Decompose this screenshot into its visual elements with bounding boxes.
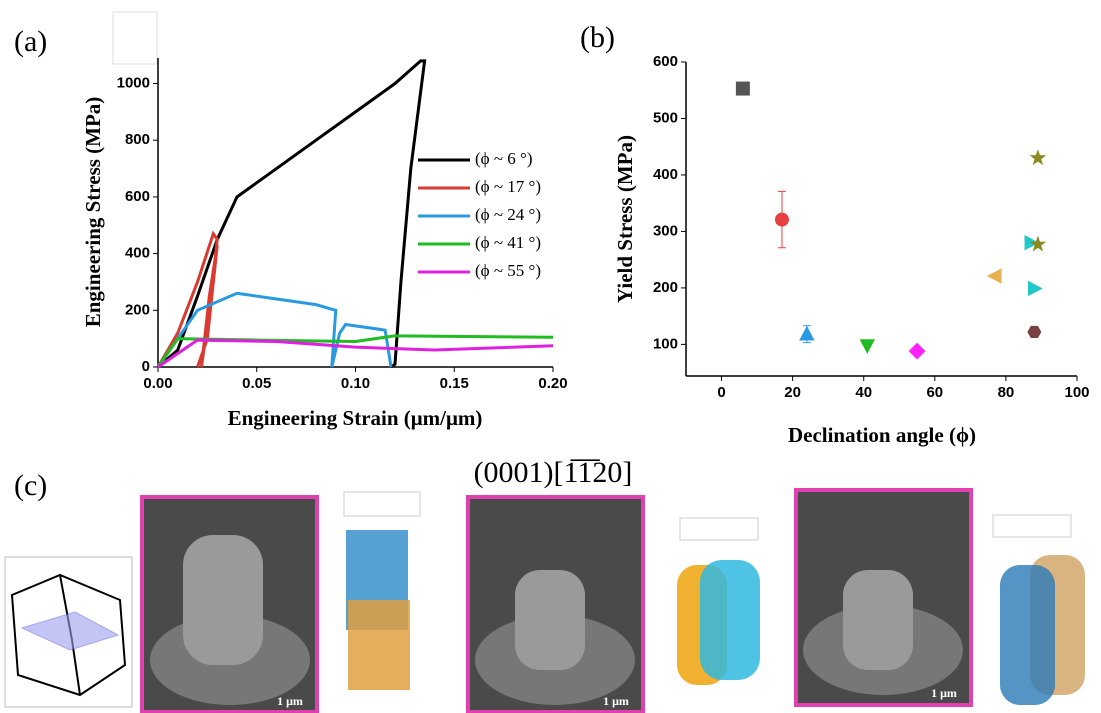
cylinder-model (677, 518, 760, 685)
y-tick-label: 500 (653, 109, 678, 126)
scale-bar-label: 1 μm (277, 694, 303, 708)
y-tick-label: 0 (142, 358, 150, 375)
data-point (1027, 326, 1041, 338)
x-tick-label: 0.10 (341, 375, 370, 392)
y-tick-label: 600 (653, 53, 678, 70)
panel-label: (c) (14, 469, 47, 502)
data-point (860, 339, 875, 354)
y-tick-label: 100 (653, 335, 678, 352)
cylinder-model (993, 515, 1085, 705)
x-tick-label: 0 (717, 384, 725, 401)
data-point (1028, 281, 1043, 296)
data-point (775, 213, 789, 227)
y-tick-label: 400 (653, 166, 678, 183)
x-tick-label: 100 (1064, 384, 1089, 401)
data-point (1030, 149, 1047, 165)
y-tick-label: 200 (653, 279, 678, 296)
sem-image (468, 497, 643, 712)
panel-label: (b) (580, 21, 615, 54)
y-tick-label: 200 (125, 301, 150, 318)
y-tick-label: 800 (125, 131, 150, 148)
x-tick-label: 0.00 (143, 375, 172, 392)
x-tick-label: 0.05 (242, 375, 271, 392)
x-tick-label: 40 (855, 384, 872, 401)
legend-label: (ϕ ~ 55 °) (475, 261, 541, 280)
x-axis-label: Declination angle (ϕ) (788, 423, 976, 447)
y-axis-label: Yield Stress (MPa) (613, 135, 637, 303)
x-tick-label: 0.15 (440, 375, 469, 392)
x-tick-label: 20 (784, 384, 801, 401)
data-point (987, 268, 1002, 283)
legend-label: (ϕ ~ 24 °) (475, 205, 541, 224)
x-axis-label: Engineering Strain (μm/μm) (228, 406, 483, 430)
legend-label: (ϕ ~ 41 °) (475, 233, 541, 252)
data-point (736, 82, 750, 96)
cylinder-model (344, 492, 420, 690)
orientation-label: (0001)[1̅1̅20] (474, 456, 633, 489)
y-tick-label: 600 (125, 188, 150, 205)
x-tick-label: 0.20 (538, 375, 567, 392)
x-tick-label: 60 (926, 384, 943, 401)
y-tick-label: 300 (653, 222, 678, 239)
data-line (158, 61, 425, 367)
data-line (158, 340, 553, 367)
placeholder (113, 12, 157, 64)
data-point (909, 343, 926, 360)
x-tick-label: 80 (998, 384, 1015, 401)
y-axis-label: Engineering Stress (MPa) (81, 97, 105, 328)
scale-bar-label: 1 μm (603, 694, 629, 708)
legend-label: (ϕ ~ 17 °) (475, 177, 541, 196)
sem-image (796, 490, 971, 705)
data-point (799, 326, 814, 341)
panel-label: (a) (14, 25, 47, 58)
legend-label: (ϕ ~ 6 °) (475, 149, 533, 168)
data-point (1030, 236, 1047, 252)
crystal-diagram (5, 557, 132, 707)
y-tick-label: 1000 (117, 74, 150, 91)
figure: (a) (b) (c) (0001)[1̅1̅20] 1 μm 1 μm 1 μ… (0, 0, 1101, 713)
y-tick-label: 400 (125, 245, 150, 262)
scale-bar-label: 1 μm (931, 686, 957, 700)
sem-image (142, 497, 317, 712)
